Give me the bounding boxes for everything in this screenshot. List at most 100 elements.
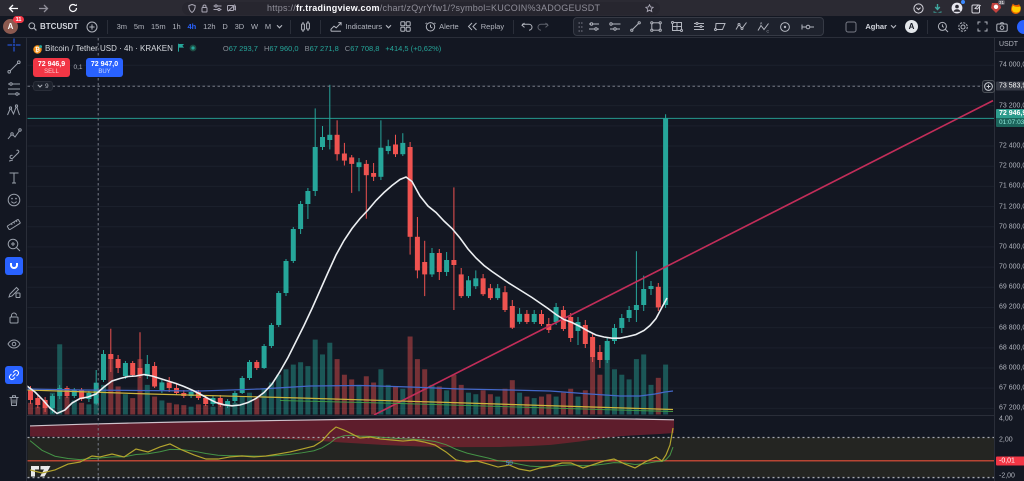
shield-icon[interactable] xyxy=(188,3,196,13)
publish-button[interactable] xyxy=(1017,19,1024,34)
bookmark-star-icon[interactable] xyxy=(645,3,654,13)
crosshair-icon[interactable] xyxy=(5,36,23,54)
brush-icon[interactable] xyxy=(5,147,23,165)
zigzag-icon[interactable] xyxy=(730,21,752,32)
timeframe-1h[interactable]: 1h xyxy=(172,22,181,31)
drag-handle[interactable] xyxy=(578,21,583,33)
timeframe-D[interactable]: D xyxy=(222,22,228,31)
layout-select-button[interactable] xyxy=(841,21,861,33)
compare-add-button[interactable] xyxy=(82,21,102,33)
polyline-icon[interactable] xyxy=(709,21,730,32)
refresh-icon[interactable] xyxy=(68,3,78,13)
symbol-search-button[interactable]: BTCUSDT xyxy=(24,22,82,31)
price-scale-currency[interactable]: USDT xyxy=(995,38,1024,52)
magnet-icon[interactable] xyxy=(4,257,23,275)
alert-button[interactable]: Alerte xyxy=(421,21,463,32)
circle-point-icon[interactable] xyxy=(775,21,796,33)
price-tick-label: 70 400,0 xyxy=(999,243,1024,251)
market-status-dot[interactable] xyxy=(189,44,197,54)
pane-separator[interactable] xyxy=(27,415,1024,416)
text-icon[interactable] xyxy=(5,169,23,187)
candle-style-button[interactable] xyxy=(296,20,315,33)
timeframe-3D[interactable]: 3D xyxy=(234,22,245,31)
price-tick-label: 68 800,0 xyxy=(999,324,1024,332)
fullscreen-icon[interactable] xyxy=(973,21,992,32)
price-scale[interactable]: USDT 74 000,0 73 200,0 72 400,0 72 000,0 71 … xyxy=(994,38,1024,481)
flag-icon[interactable] xyxy=(177,43,185,54)
hide-drawings-icon[interactable] xyxy=(5,335,23,353)
grid-layout-button[interactable] xyxy=(396,21,415,32)
drawing-mode-icon[interactable] xyxy=(5,283,23,301)
tv-toolbar: A 11 BTCUSDT 3m 5m 15m 1h 4h 12h D 3D W M Indicat… xyxy=(0,16,1024,38)
svg-text:₿: ₿ xyxy=(35,46,40,53)
timeframe-M[interactable]: M xyxy=(264,22,272,31)
undo-button[interactable] xyxy=(519,22,535,31)
user-menu-button[interactable]: A 11 xyxy=(3,16,24,34)
symbol-title[interactable]: Bitcoin / Tether USD · 4h · KRAKEN xyxy=(45,44,173,53)
ray-point-icon[interactable] xyxy=(796,23,819,31)
lock-icon[interactable] xyxy=(201,4,208,13)
timeframe-15m[interactable]: 15m xyxy=(151,22,166,31)
forward-icon[interactable] xyxy=(38,4,49,13)
pocket-icon[interactable] xyxy=(913,2,924,14)
notification-badge: 11 xyxy=(13,16,24,23)
url-text[interactable]: https://fr.tradingview.com/chart/zQyrYfw… xyxy=(267,3,601,13)
horizontal-line-icon[interactable] xyxy=(583,21,604,32)
osc-tick-label: 2,00 xyxy=(999,436,1013,444)
sync-drawings-icon[interactable] xyxy=(4,366,23,384)
fox-icon[interactable] xyxy=(1010,2,1022,14)
parallel-channel-icon[interactable] xyxy=(688,21,709,32)
price-tick-label: 67 200,0 xyxy=(999,404,1024,412)
zoom-in-icon[interactable] xyxy=(5,236,23,254)
adblock-icon[interactable]: 31 xyxy=(990,0,1005,14)
xabcd-pattern-icon[interactable] xyxy=(5,102,23,120)
add-alert-plus-icon[interactable] xyxy=(982,80,995,93)
redo-button[interactable] xyxy=(535,22,551,31)
extension-icon[interactable] xyxy=(971,3,982,14)
timeframe-W[interactable]: W xyxy=(250,22,259,31)
trash-icon[interactable] xyxy=(5,392,23,410)
timeframe-expand-chevron[interactable] xyxy=(274,24,285,29)
indicators-collapse-pill[interactable]: 9 xyxy=(33,81,53,91)
buy-button[interactable]: 72 947,0 BUY xyxy=(86,58,123,77)
timeframe-12h[interactable]: 12h xyxy=(203,22,216,31)
toolbar-separator xyxy=(513,19,515,34)
timeframe-3m[interactable]: 3m xyxy=(116,22,128,31)
indicators-button[interactable]: Indicateurs xyxy=(326,21,396,32)
timeframe-5m[interactable]: 5m xyxy=(133,22,145,31)
lock-drawings-icon[interactable] xyxy=(5,309,23,327)
rectangle-icon[interactable] xyxy=(646,21,667,32)
sell-button[interactable]: 72 946,9 SELL xyxy=(33,58,70,77)
camera-off-icon[interactable] xyxy=(227,4,236,12)
price-tick-label: 69 200,0 xyxy=(999,303,1024,311)
alert-clock-icon xyxy=(425,22,436,32)
chevron-down-icon xyxy=(385,24,392,29)
trend-line-icon[interactable] xyxy=(625,21,645,32)
layout-name-button[interactable]: Aghar xyxy=(861,22,901,31)
indicators-icon xyxy=(330,22,343,32)
replay-button[interactable]: Replay xyxy=(463,22,508,31)
horizontal-ray-icon[interactable] xyxy=(604,21,625,32)
timeframe-4h[interactable]: 4h xyxy=(187,22,197,31)
camera-snapshot-icon[interactable] xyxy=(992,21,1012,32)
emoji-icon[interactable] xyxy=(5,191,23,209)
fib-retracement-icon[interactable] xyxy=(5,80,23,98)
account-avatar[interactable]: A xyxy=(905,20,918,33)
quick-search-button[interactable] xyxy=(933,21,953,33)
download-icon[interactable] xyxy=(932,3,943,14)
ruler-icon[interactable] xyxy=(5,213,23,231)
account-icon[interactable] xyxy=(951,0,965,14)
price-tick-label: 69 600,0 xyxy=(999,283,1024,291)
fib-grid-icon[interactable] xyxy=(667,21,688,32)
back-icon[interactable] xyxy=(8,4,19,13)
toolbar-separator xyxy=(107,19,109,34)
url-bar[interactable]: https://fr.tradingview.com/chart/zQyrYfw… xyxy=(182,1,660,15)
forecast-icon[interactable] xyxy=(5,125,23,143)
chart-legend[interactable]: ₿ Bitcoin / Tether USD · 4h · KRAKEN O67… xyxy=(33,43,441,54)
tune-icon[interactable] xyxy=(213,4,222,12)
settings-gear-icon[interactable] xyxy=(953,21,973,33)
trend-line-icon[interactable] xyxy=(5,58,23,76)
